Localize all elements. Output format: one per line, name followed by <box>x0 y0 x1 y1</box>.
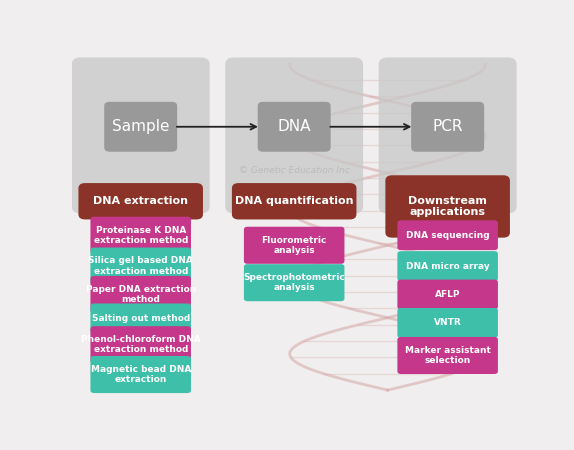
Text: AFLP: AFLP <box>435 290 460 299</box>
Text: Downstream
applications: Downstream applications <box>408 196 487 217</box>
FancyBboxPatch shape <box>397 220 498 250</box>
Text: DNA extraction: DNA extraction <box>93 196 188 206</box>
FancyBboxPatch shape <box>91 303 191 333</box>
Text: DNA: DNA <box>277 119 311 134</box>
Text: Marker assistant
selection: Marker assistant selection <box>405 346 491 365</box>
FancyBboxPatch shape <box>79 183 203 220</box>
FancyBboxPatch shape <box>232 183 356 220</box>
Text: VNTR: VNTR <box>434 319 461 328</box>
FancyBboxPatch shape <box>91 248 191 284</box>
FancyBboxPatch shape <box>379 58 517 213</box>
FancyBboxPatch shape <box>72 58 210 213</box>
FancyBboxPatch shape <box>225 58 363 213</box>
FancyBboxPatch shape <box>91 326 191 363</box>
FancyBboxPatch shape <box>411 102 484 152</box>
FancyBboxPatch shape <box>244 227 344 264</box>
Text: PCR: PCR <box>432 119 463 134</box>
FancyBboxPatch shape <box>91 356 191 393</box>
Text: Sample: Sample <box>112 119 169 134</box>
FancyBboxPatch shape <box>244 264 344 301</box>
Text: DNA sequencing: DNA sequencing <box>406 231 490 240</box>
Text: Magnetic bead DNA
extraction: Magnetic bead DNA extraction <box>91 365 191 384</box>
Text: DNA quantification: DNA quantification <box>235 196 354 206</box>
FancyBboxPatch shape <box>91 276 191 313</box>
Text: Paper DNA extraction
method: Paper DNA extraction method <box>86 285 196 304</box>
Text: Silica gel based DNA
extraction method: Silica gel based DNA extraction method <box>88 256 193 276</box>
FancyBboxPatch shape <box>397 251 498 281</box>
Text: Fluorometric
analysis: Fluorometric analysis <box>262 235 327 255</box>
FancyBboxPatch shape <box>104 102 177 152</box>
FancyBboxPatch shape <box>397 308 498 338</box>
Text: DNA micro array: DNA micro array <box>406 261 490 270</box>
Text: Spectrophotometric
analysis: Spectrophotometric analysis <box>243 273 345 292</box>
FancyBboxPatch shape <box>397 279 498 309</box>
Text: Phenol-chloroform DNA
extraction method: Phenol-chloroform DNA extraction method <box>81 335 200 355</box>
FancyBboxPatch shape <box>397 337 498 374</box>
Text: © Genetic Education Inc: © Genetic Education Inc <box>239 166 350 175</box>
Text: Proteinase K DNA
extraction method: Proteinase K DNA extraction method <box>94 225 188 245</box>
Text: Salting out method: Salting out method <box>92 314 190 323</box>
FancyBboxPatch shape <box>258 102 331 152</box>
FancyBboxPatch shape <box>91 217 191 254</box>
FancyBboxPatch shape <box>385 176 510 238</box>
